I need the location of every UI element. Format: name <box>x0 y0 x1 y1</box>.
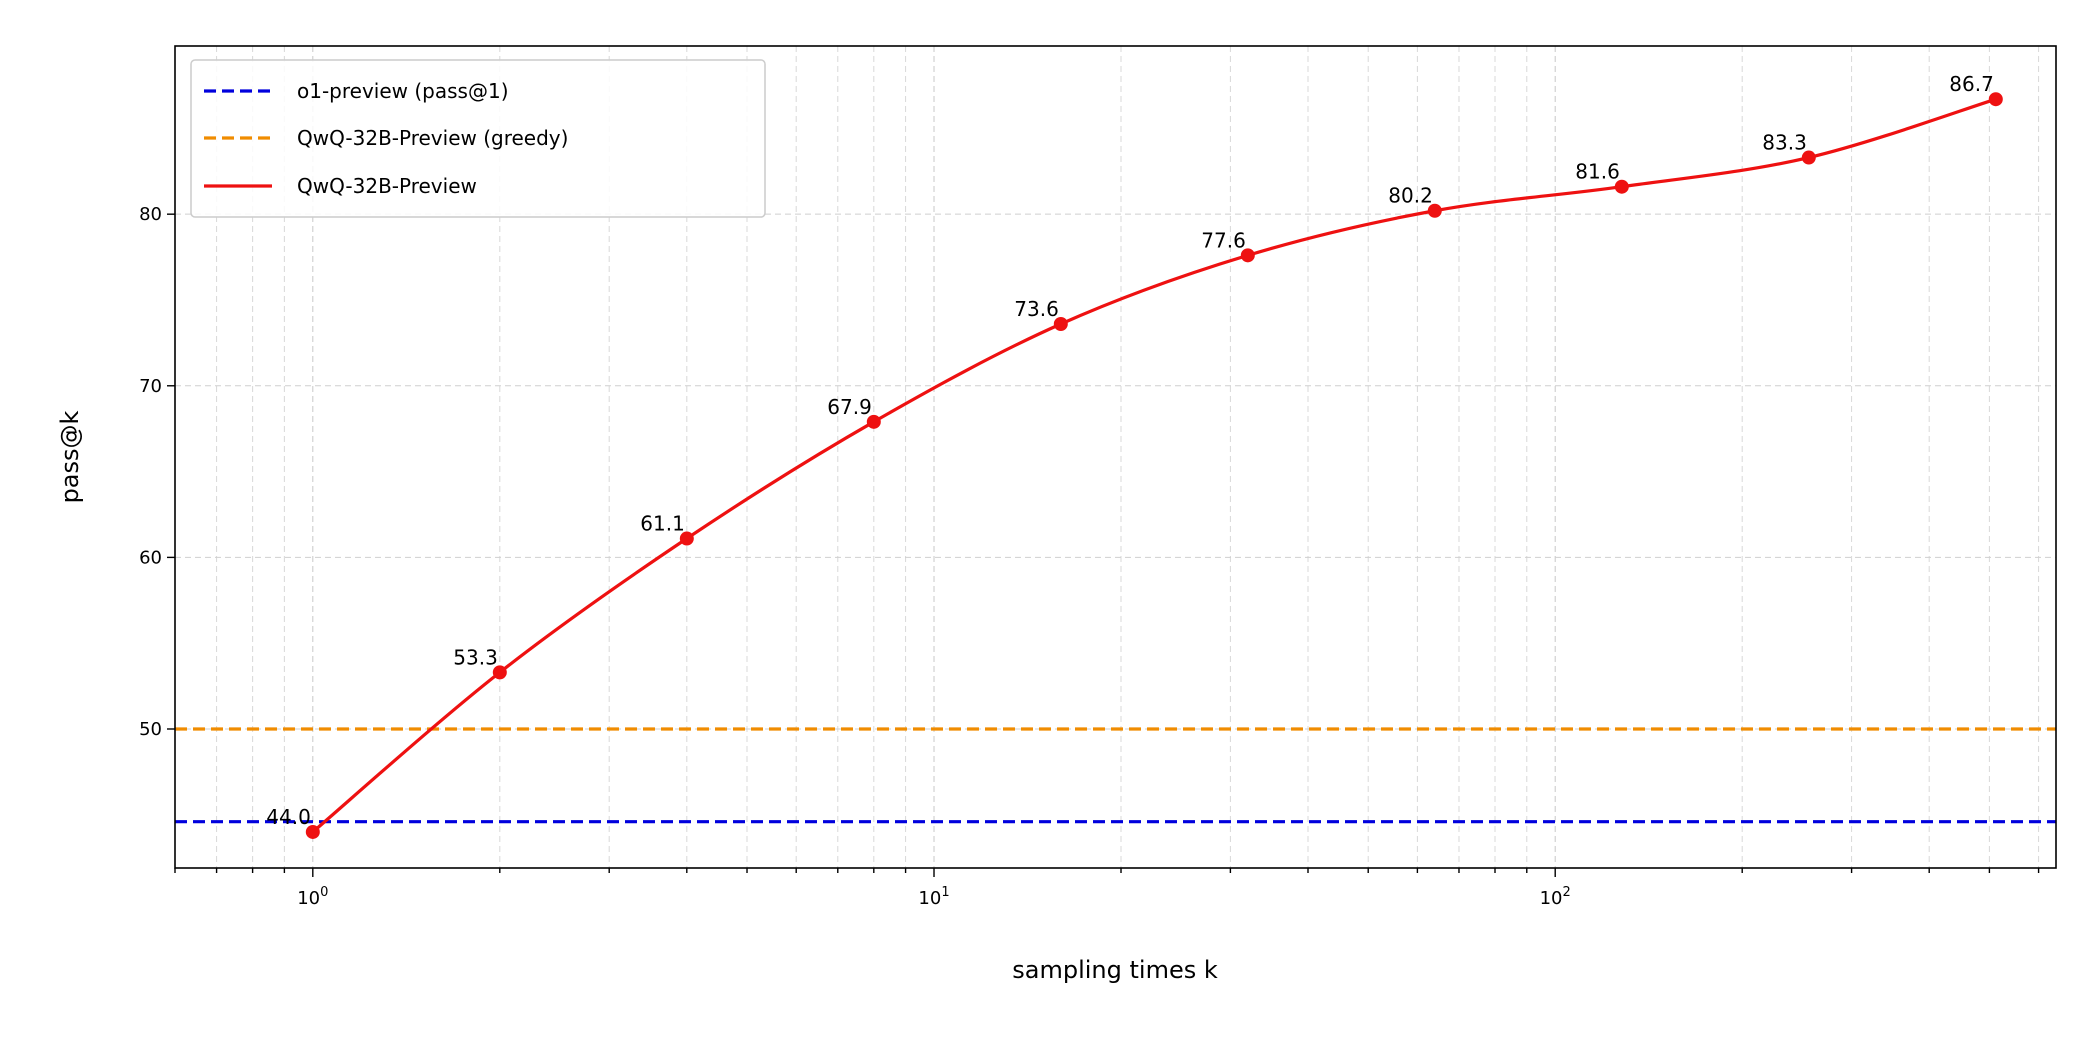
y-tick-label: 80 <box>139 204 162 225</box>
reference-lines <box>175 727 2056 824</box>
tick-exponent: 1 <box>941 885 949 900</box>
x-axis-label: sampling times k <box>1012 956 1218 984</box>
data-point <box>866 414 881 429</box>
tick-exponent: 0 <box>320 885 328 900</box>
data-label: 44.0 <box>266 805 311 829</box>
series-line <box>311 97 1997 834</box>
data-label: 61.1 <box>640 512 685 536</box>
y-tick-label: 60 <box>139 547 162 568</box>
y-tick-label: 50 <box>139 719 162 740</box>
y-axis-label: pass@k <box>56 410 84 503</box>
data-point <box>492 665 507 680</box>
data-labels: 44.0 53.3 61.1 67.9 73.6 77.6 80.2 81.6 83.3 86.7 <box>266 72 1994 829</box>
data-point <box>1240 248 1255 263</box>
legend-box <box>190 59 766 218</box>
x-tick-label: 101 <box>918 885 949 909</box>
data-point <box>1614 179 1629 194</box>
data-point <box>305 824 320 839</box>
data-label: 81.6 <box>1575 160 1620 184</box>
plot-frame <box>174 45 2057 869</box>
series-layer <box>305 92 2003 839</box>
data-label: 53.3 <box>453 645 498 669</box>
data-label: 83.3 <box>1762 131 1807 155</box>
tick-base: 10 <box>297 888 320 909</box>
data-point <box>1988 92 2003 107</box>
tick-base: 10 <box>918 888 941 909</box>
grid <box>174 46 2056 868</box>
data-label: 67.9 <box>827 395 872 419</box>
x-tick-label: 102 <box>1540 885 1571 909</box>
legend-label: QwQ-32B-Preview <box>297 174 477 198</box>
data-label: 86.7 <box>1949 72 1994 96</box>
data-point <box>1427 203 1442 218</box>
y-tick-label: 70 <box>139 376 162 397</box>
data-label: 77.6 <box>1201 228 1246 252</box>
x-tick-label: 100 <box>297 885 328 909</box>
legend: o1-preview (pass@1) QwQ-32B-Preview (gree… <box>190 59 766 218</box>
data-point <box>679 531 694 546</box>
legend-label: o1-preview (pass@1) <box>297 79 509 103</box>
tick-base: 10 <box>1540 888 1563 909</box>
tick-exponent: 2 <box>1563 885 1571 900</box>
data-point <box>1801 150 1816 165</box>
data-label: 73.6 <box>1014 297 1059 321</box>
data-label: 80.2 <box>1388 184 1433 208</box>
legend-label: QwQ-32B-Preview (greedy) <box>297 126 568 150</box>
data-point <box>1053 317 1068 332</box>
